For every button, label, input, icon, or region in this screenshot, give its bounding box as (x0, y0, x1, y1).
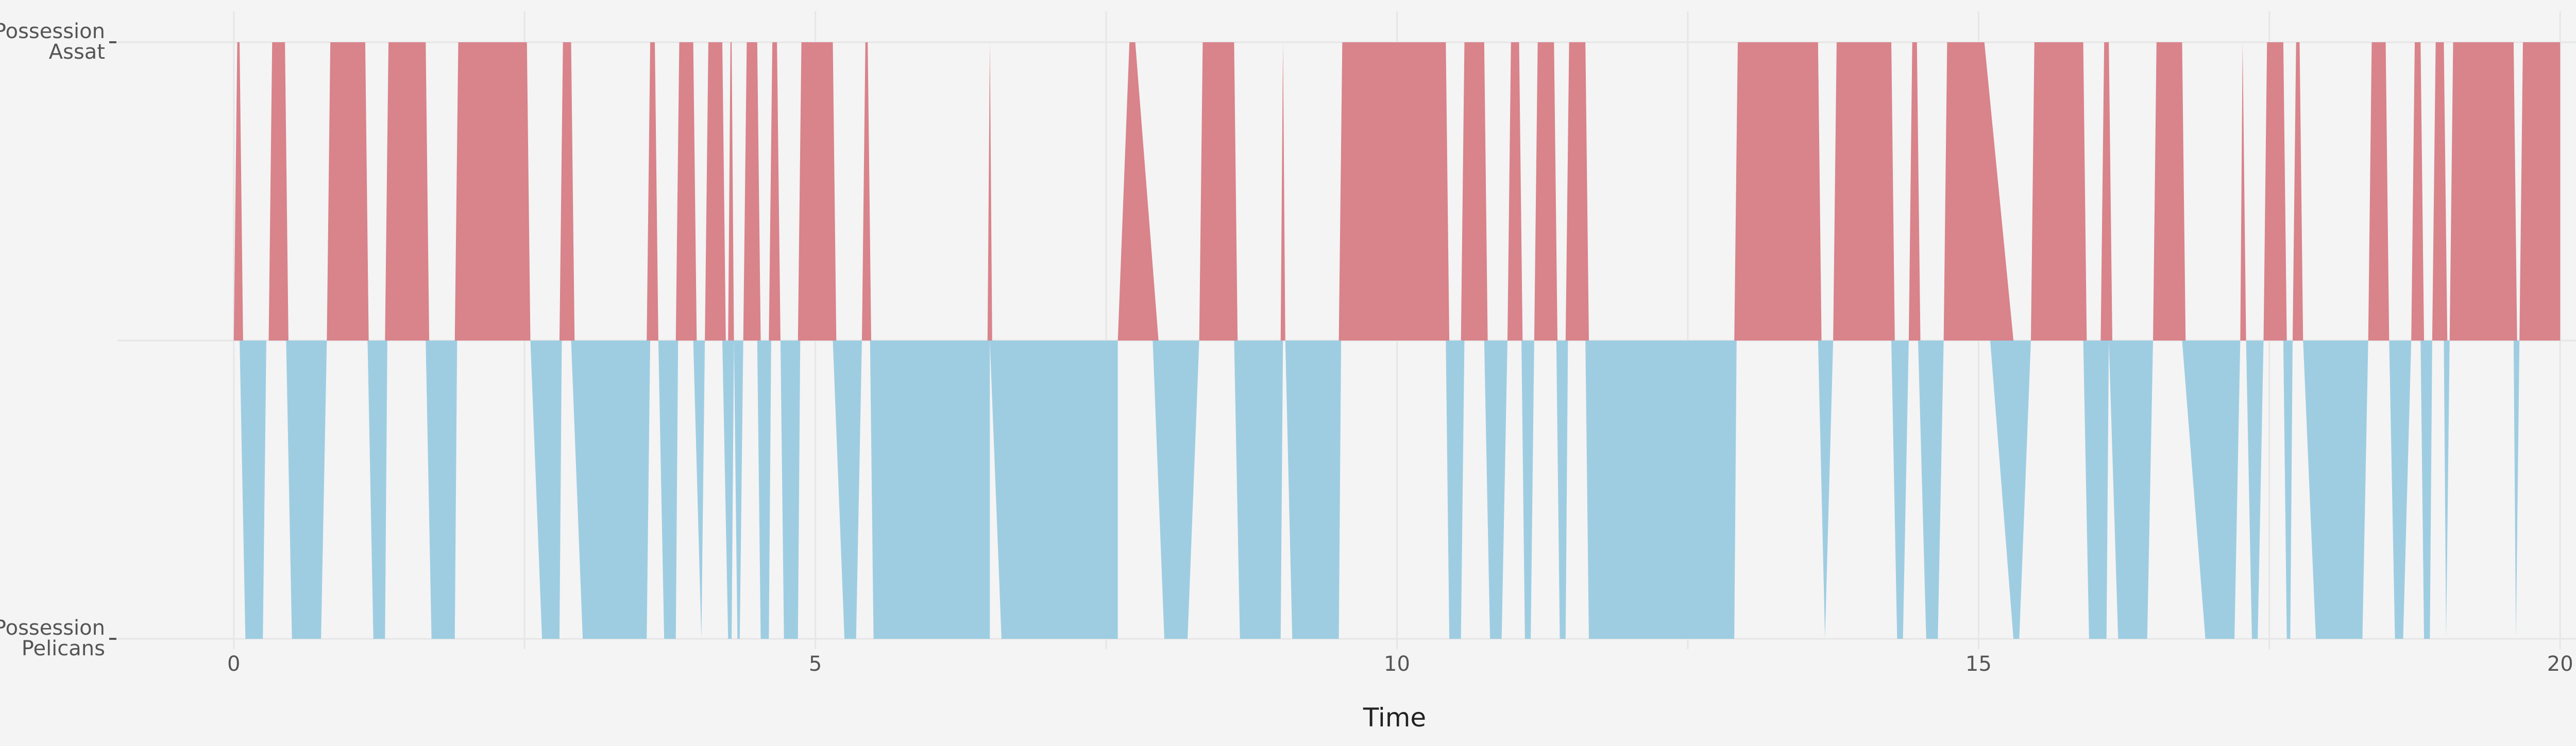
possession-area-assat (327, 42, 369, 341)
x-tick-label: 5 (809, 652, 822, 676)
possession-area-assat (1461, 42, 1488, 341)
possession-area-pelicans (734, 341, 743, 639)
possession-area-pelicans (2182, 341, 2241, 639)
axis-ticks: 0 5 10 15 20 Possession Assat Possession Pelican… (0, 20, 2573, 676)
x-tick-label: 0 (227, 652, 240, 676)
possession-area-assat (675, 42, 697, 341)
y-tick-label: Possession Pelicans (0, 616, 105, 660)
x-tick-label: 10 (1384, 652, 1410, 676)
possession-area-pelicans (571, 341, 651, 639)
possession-area-assat (769, 42, 781, 341)
possession-area-pelicans (286, 341, 327, 639)
possession-area-pelicans (1446, 341, 1465, 639)
possession-area-pelicans (1990, 341, 2031, 639)
possession-area-assat (1943, 42, 2014, 341)
y-tick-label: Possession Assat (0, 20, 105, 64)
possession-area-assat (2519, 42, 2561, 341)
possession-area-pelicans (367, 341, 387, 639)
possession-area-pelicans (2389, 341, 2412, 639)
possession-area-pelicans (757, 341, 771, 639)
possession-area-assat (705, 42, 726, 341)
possession-area-assat (743, 42, 761, 341)
possession-area-assat (2240, 42, 2246, 341)
possession-area-pelicans (240, 341, 266, 639)
possession-area-assat (2030, 42, 2087, 341)
possession-area-assat (1565, 42, 1589, 341)
possession-area-assat (2263, 42, 2287, 341)
possession-area-assat (861, 42, 872, 341)
possession-area-assat (1833, 42, 1895, 341)
possession-area-assat (559, 42, 575, 341)
possession-area-assat (233, 42, 243, 341)
possession-area-pelicans (780, 341, 801, 639)
possession-area-assat (2368, 42, 2389, 341)
possession-area-assat (2449, 42, 2517, 341)
possession-area-assat (647, 42, 658, 341)
possession-area-pelicans (426, 341, 457, 639)
x-tick-label: 20 (2547, 652, 2573, 676)
possession-area-pelicans (2303, 341, 2368, 639)
possession-area-pelicans (1234, 341, 1283, 639)
possession-area-assat (2153, 42, 2186, 341)
possession-area-pelicans (2444, 341, 2450, 639)
possession-area-assat (798, 42, 837, 341)
possession-area-pelicans (2420, 341, 2432, 639)
possession-area-pelicans (870, 341, 990, 639)
possession-area-pelicans (2109, 341, 2154, 639)
possession-area-assat (385, 42, 430, 341)
possession-area-assat (2292, 42, 2303, 341)
possession-area-assat (1280, 42, 1285, 341)
possession-area-pelicans (1556, 341, 1568, 639)
possession-area-pelicans (2283, 341, 2293, 639)
possession-area-pelicans (2513, 341, 2520, 639)
possession-area-assat (2411, 42, 2425, 341)
possession-area-pelicans (1484, 341, 1507, 639)
possession-area-pelicans (990, 341, 1118, 639)
possession-area-pelicans (1818, 341, 1834, 639)
possession-area-pelicans (1891, 341, 1909, 639)
possession-area-assat (1117, 42, 1159, 341)
possession-area-pelicans (2246, 341, 2264, 639)
possession-area-pelicans (833, 341, 862, 639)
possession-area-assat (1338, 42, 1450, 341)
possession-area-pelicans (658, 341, 679, 639)
possession-area-pelicans (2083, 341, 2109, 639)
possession-area-pelicans (1585, 341, 1737, 639)
possession-area-assat (1734, 42, 1822, 341)
x-axis-title: Time (1363, 703, 1426, 733)
possession-area-assat (1908, 42, 1921, 341)
possession-areas (233, 42, 2561, 639)
possession-area-assat (268, 42, 289, 341)
possession-area-assat (1507, 42, 1523, 341)
possession-area-assat (454, 42, 531, 341)
possession-area-assat (1534, 42, 1558, 341)
possession-area-pelicans (530, 341, 562, 639)
possession-area-pelicans (693, 341, 705, 639)
possession-area-pelicans (1521, 341, 1534, 639)
possession-area-assat (2432, 42, 2448, 341)
possession-area-assat (987, 42, 992, 341)
possession-area-pelicans (1285, 341, 1342, 639)
possession-area-pelicans (722, 341, 734, 639)
possession-area-pelicans (1918, 341, 1944, 639)
possession-area-assat (2100, 42, 2113, 341)
possession-area-assat (1199, 42, 1238, 341)
x-tick-label: 15 (1965, 652, 1992, 676)
possession-area-assat (728, 42, 734, 341)
possession-area-pelicans (1153, 341, 1199, 639)
